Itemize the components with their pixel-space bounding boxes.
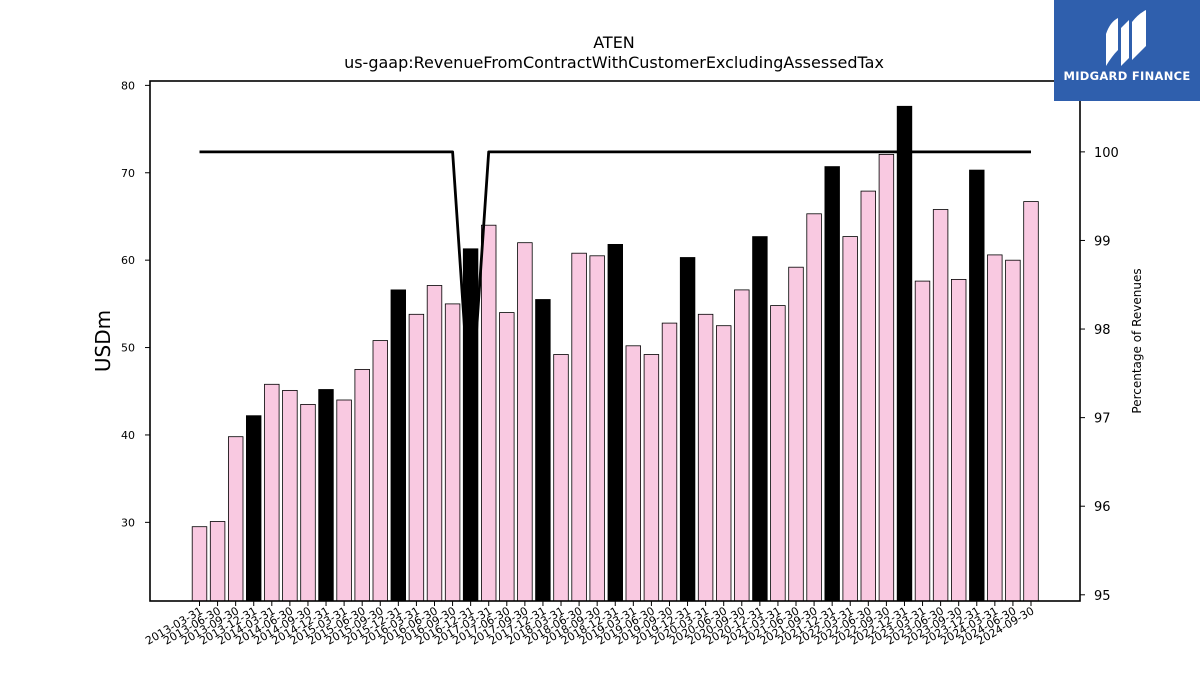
- y-tick-label: 50: [121, 342, 135, 355]
- bar: [517, 242, 533, 602]
- percentage-line: [199, 150, 1031, 420]
- bar: [951, 278, 967, 602]
- chart-title: ATEN: [593, 33, 635, 52]
- y2-tick-label: 98: [1094, 323, 1111, 338]
- bar: [752, 236, 768, 602]
- bar: [1005, 259, 1021, 602]
- bar: [426, 285, 443, 602]
- y-tick-label: 40: [121, 429, 135, 442]
- bar: [191, 526, 208, 602]
- bar: [932, 209, 949, 602]
- y2-tick-label: 97: [1094, 412, 1111, 427]
- midgard-finance-logo: MIDGARD FINANCE: [1054, 0, 1200, 101]
- bar: [987, 254, 1003, 602]
- bar: [896, 105, 913, 602]
- chart-subtitle: us-gaap:RevenueFromContractWithCustomerE…: [344, 53, 884, 72]
- y-tick-label: 70: [121, 167, 135, 180]
- bar: [824, 166, 840, 602]
- y-axis-label: USDm: [91, 310, 115, 372]
- bar: [716, 325, 732, 602]
- y2-tick-label: 96: [1094, 500, 1111, 515]
- plot-frame: [149, 80, 1081, 602]
- bar: [734, 289, 750, 602]
- bar: [679, 257, 696, 602]
- bar: [372, 340, 389, 602]
- bar: [499, 312, 515, 602]
- bar: [408, 313, 425, 602]
- bar: [535, 299, 551, 602]
- bar: [969, 169, 985, 602]
- bar: [444, 303, 461, 602]
- bar: [860, 190, 877, 602]
- bar: [625, 345, 642, 602]
- bar: [607, 243, 624, 602]
- bar: [209, 521, 226, 602]
- bar: [697, 313, 714, 602]
- bar: [842, 236, 858, 602]
- bar: [553, 354, 569, 602]
- bar: [661, 322, 678, 602]
- bar: [589, 255, 605, 602]
- bar: [643, 354, 660, 602]
- bar: [914, 280, 931, 602]
- bar: [571, 252, 587, 602]
- bar: [878, 153, 895, 602]
- bar: [788, 266, 804, 602]
- logo-text: MIDGARD FINANCE: [1063, 69, 1191, 83]
- bar: [770, 305, 786, 602]
- bar: [282, 389, 298, 602]
- bar: [390, 289, 407, 602]
- y-tick-label: 80: [121, 79, 135, 92]
- bar: [264, 383, 280, 602]
- y2-tick-label: 100: [1094, 146, 1119, 161]
- y2-axis-label: Percentage of Revenues: [1130, 268, 1144, 413]
- bar: [1023, 201, 1039, 602]
- bar: [336, 399, 352, 602]
- bar: [354, 368, 370, 602]
- bar: [300, 403, 316, 602]
- y-tick-label: 30: [121, 516, 135, 529]
- bar: [462, 248, 479, 602]
- bar: [227, 436, 244, 602]
- bar: [480, 224, 497, 602]
- y2-tick-label: 95: [1094, 589, 1111, 604]
- y2-tick-label: 99: [1094, 234, 1111, 249]
- bar: [318, 389, 334, 602]
- midgard-logo-icon: [1106, 10, 1146, 66]
- bar: [245, 415, 262, 602]
- bar: [806, 213, 822, 602]
- y-tick-label: 60: [121, 254, 135, 267]
